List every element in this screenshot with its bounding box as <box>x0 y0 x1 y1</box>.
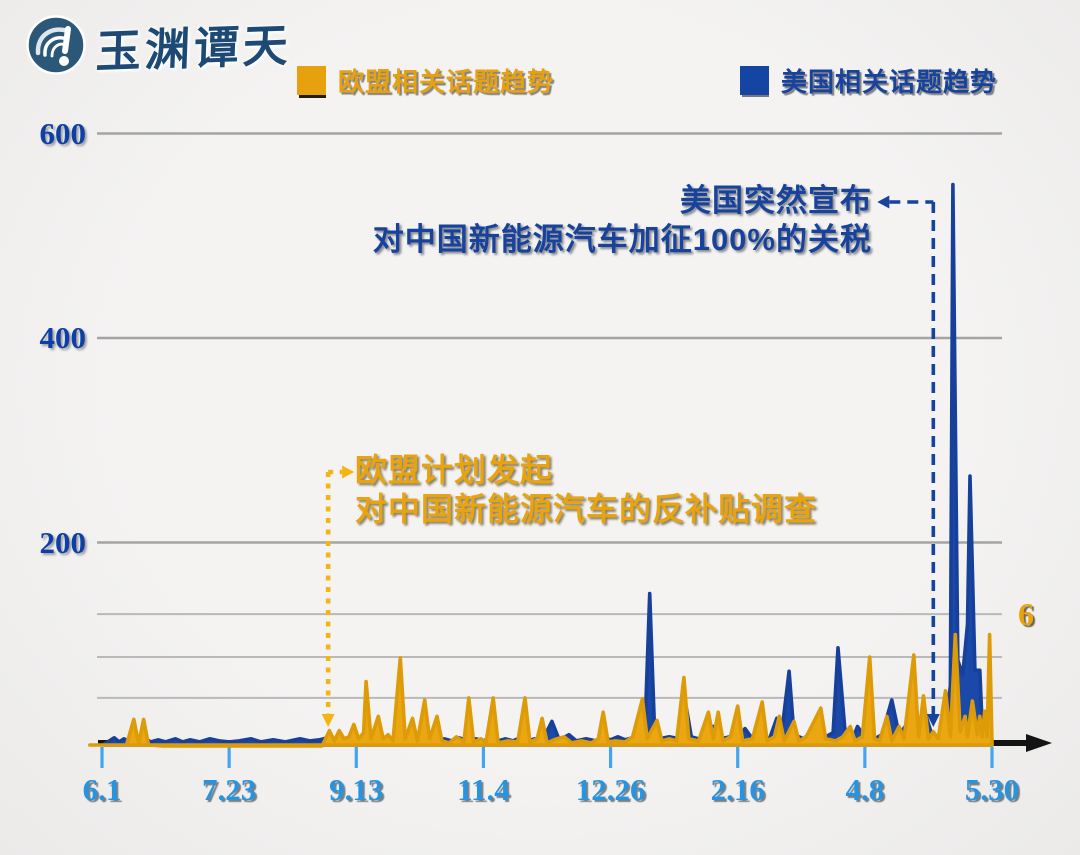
us-annotation-line2: 对中国新能源汽车加征100%的关税 <box>372 222 872 257</box>
x-axis-arrowhead <box>1026 734 1052 752</box>
y-tick-label: 200 <box>39 524 87 560</box>
x-tick-label: 9.13 <box>329 772 384 807</box>
x-tick-label: 4.8 <box>845 772 885 807</box>
y-tick-label: 400 <box>39 320 87 355</box>
eu-series-area <box>88 632 994 748</box>
side-value-label: 6 <box>1018 596 1034 632</box>
us-annotation-line1: 美国突然宣布 <box>680 183 872 218</box>
legend-item-us: 美国相关话题趋势 <box>740 62 997 99</box>
brand-logo-icon <box>26 14 86 75</box>
us-tariff-left-arrowhead <box>877 195 890 209</box>
us-legend-label: 美国相关话题趋势 <box>781 67 998 97</box>
eu-probe-right-arrowhead <box>342 465 355 479</box>
brand-logo: 玉渊谭天 <box>24 12 293 77</box>
y-tick-label: 600 <box>39 115 87 151</box>
eu-annotation-line1: 欧盟计划发起 <box>355 452 554 488</box>
x-tick-label: 5.30 <box>964 772 1020 807</box>
eu-legend-label: 欧盟相关话题趋势 <box>338 67 555 97</box>
eu-legend-swatch <box>297 66 326 95</box>
eu-probe-down-arrowhead <box>321 714 335 727</box>
eu-probe-annotation: 欧盟计划发起 对中国新能源汽车的反补贴调查 <box>355 451 817 529</box>
x-tick-label: 2.16 <box>710 772 765 807</box>
us-legend-swatch <box>740 66 769 95</box>
legend-item-eu: 欧盟相关话题趋势 <box>297 62 554 99</box>
us-tariff-down-arrowhead <box>926 714 940 727</box>
x-tick-label: 12.26 <box>575 772 646 807</box>
x-tick-label: 7.23 <box>202 772 257 807</box>
eu-annotation-line2: 对中国新能源汽车的反补贴调查 <box>355 491 818 527</box>
us-tariff-annotation: 美国突然宣布 对中国新能源汽车加征100%的关税 <box>373 181 872 259</box>
x-tick-label: 6.1 <box>82 772 122 807</box>
x-tick-label: 11.4 <box>457 772 510 807</box>
